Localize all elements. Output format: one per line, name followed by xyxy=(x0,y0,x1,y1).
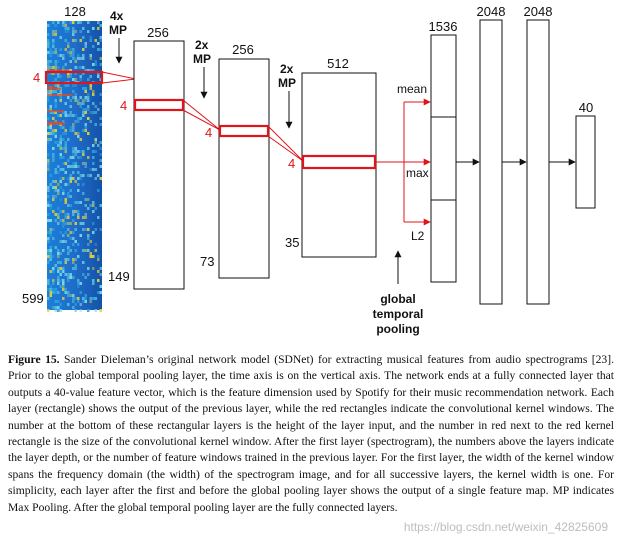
pool1-factor: 4x xyxy=(110,9,124,23)
conv-layer-2-depth: 256 xyxy=(232,42,254,57)
pooling-output-layer xyxy=(430,34,457,283)
figure-caption: Figure 15. Sander Dieleman’s original ne… xyxy=(8,352,614,516)
pool1-op: MP xyxy=(109,23,127,37)
input-height-label: 599 xyxy=(22,291,44,306)
watermark-text: https://blog.csdn.net/weixin_42825609 xyxy=(403,520,608,534)
caption-text: Sander Dieleman’s original network model… xyxy=(8,353,614,514)
conv-layer-3-kernel-size: 4 xyxy=(288,156,295,171)
pooling-label-line-2: temporal xyxy=(373,307,424,321)
pool2-op: MP xyxy=(193,52,211,66)
network-diagram: 128 599 4 4x MP 256 149 4 2x MP 256 73 4… xyxy=(22,4,596,336)
pooling-output-size: 1536 xyxy=(429,19,458,34)
dense-layer-3-size: 40 xyxy=(579,100,593,115)
pool2-factor: 2x xyxy=(195,38,209,52)
pooling-op-l2: L2 xyxy=(411,229,425,243)
pooling-connections xyxy=(375,98,431,226)
conv-layer-2-kernel-size: 4 xyxy=(205,125,212,140)
conv-layer-3-depth: 512 xyxy=(327,56,349,71)
conv-layer-2 xyxy=(218,58,270,279)
spectrogram-texture xyxy=(47,21,102,312)
input-spectrogram xyxy=(47,21,102,312)
dense-layer-3 xyxy=(575,115,596,209)
pooling-label-line-1: global xyxy=(380,292,415,306)
dense-layer-1 xyxy=(479,19,503,305)
conv-layer-1-kernel-size: 4 xyxy=(120,98,127,113)
conv-layer-1-depth: 256 xyxy=(147,25,169,40)
input-kernel-projection xyxy=(101,71,137,84)
input-width-label: 128 xyxy=(64,4,86,19)
pooling-op-mean: mean xyxy=(397,82,427,96)
conv-layer-2-length: 73 xyxy=(200,254,214,269)
conv-layer-2-kernel-projection xyxy=(267,125,304,162)
pool3-factor: 2x xyxy=(280,62,294,76)
input-kernel-size: 4 xyxy=(33,70,40,85)
conv-layer-3 xyxy=(301,72,377,258)
dense-layer-1-size: 2048 xyxy=(477,4,506,19)
caption-label: Figure 15. xyxy=(8,353,60,366)
conv-layer-1-length: 149 xyxy=(108,269,130,284)
dense-layer-2 xyxy=(526,19,550,305)
conv-layer-2-kernel-window xyxy=(218,124,270,138)
input-kernel-window xyxy=(44,70,104,85)
pooling-label-line-3: pooling xyxy=(376,322,419,336)
conv-layer-3-length: 35 xyxy=(285,235,299,250)
conv-layer-1 xyxy=(133,40,185,290)
conv-layer-1-kernel-projection xyxy=(182,99,221,131)
conv-layer-1-kernel-window xyxy=(133,98,185,112)
dense-layer-2-size: 2048 xyxy=(524,4,553,19)
pooling-op-max: max xyxy=(406,166,429,180)
pool3-op: MP xyxy=(278,76,296,90)
